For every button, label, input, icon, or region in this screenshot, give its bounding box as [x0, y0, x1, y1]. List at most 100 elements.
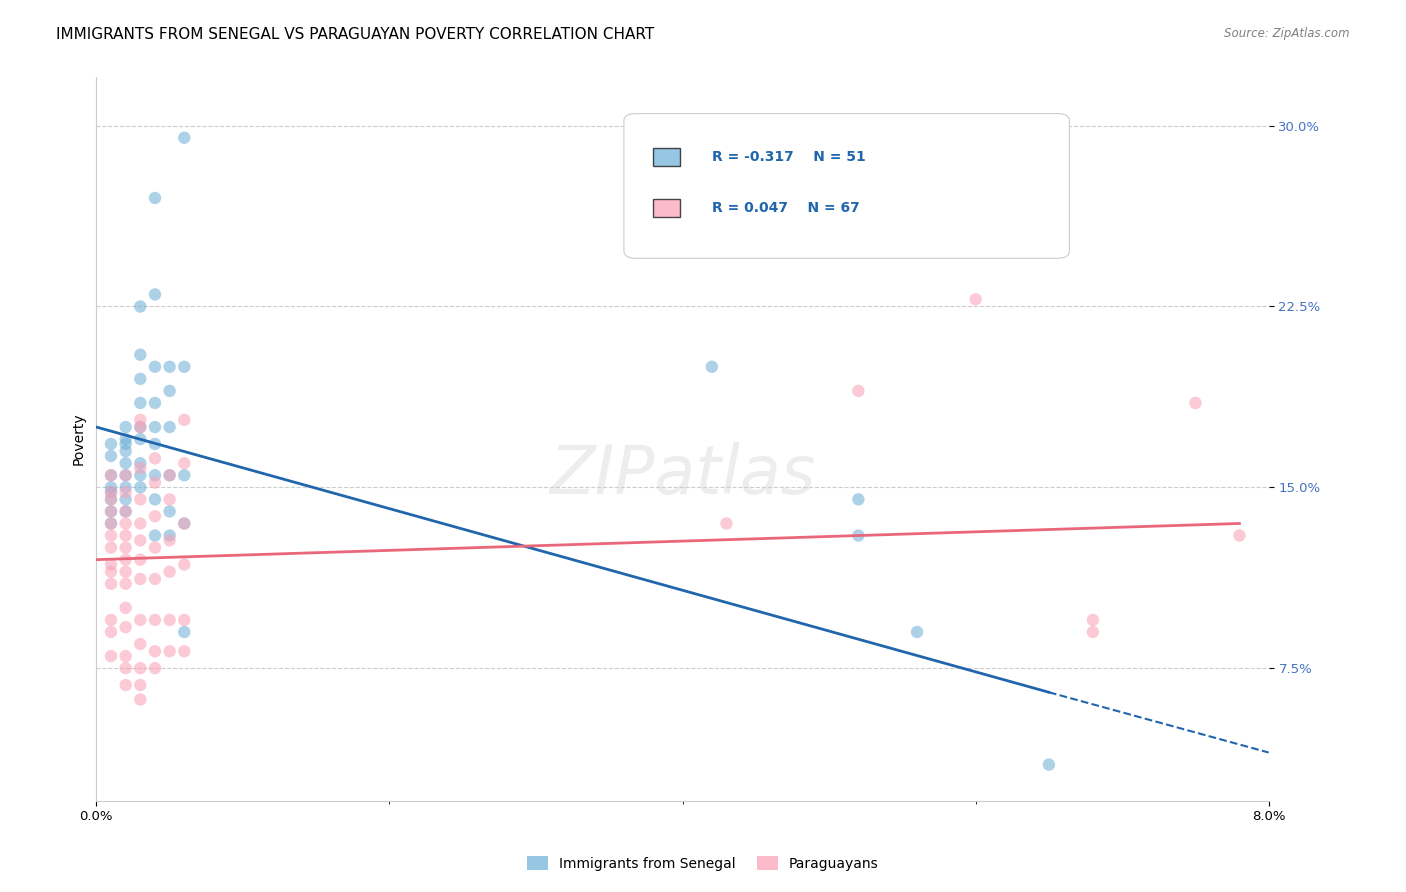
FancyBboxPatch shape — [624, 113, 1070, 259]
Point — [114, 678, 136, 692]
Point — [129, 456, 152, 470]
Point — [1081, 613, 1104, 627]
Point — [114, 432, 136, 446]
Point — [100, 528, 122, 542]
Point — [143, 492, 166, 507]
Point — [173, 468, 195, 483]
Point — [100, 504, 122, 518]
Point — [173, 558, 195, 572]
Point — [100, 558, 122, 572]
Point — [173, 644, 195, 658]
Point — [114, 620, 136, 634]
Point — [114, 468, 136, 483]
FancyBboxPatch shape — [654, 199, 679, 217]
Point — [114, 504, 136, 518]
Point — [159, 613, 181, 627]
Point — [114, 516, 136, 531]
Point — [143, 396, 166, 410]
Point — [129, 432, 152, 446]
Point — [143, 451, 166, 466]
Point — [114, 456, 136, 470]
Point — [129, 613, 152, 627]
Point — [114, 661, 136, 675]
Point — [143, 509, 166, 524]
Point — [100, 541, 122, 555]
Point — [159, 468, 181, 483]
Point — [159, 359, 181, 374]
Point — [129, 516, 152, 531]
Text: Source: ZipAtlas.com: Source: ZipAtlas.com — [1225, 27, 1350, 40]
Text: R = 0.047    N = 67: R = 0.047 N = 67 — [711, 201, 859, 215]
Point — [100, 468, 122, 483]
Point — [114, 420, 136, 434]
Point — [114, 437, 136, 451]
Point — [100, 504, 122, 518]
Point — [114, 485, 136, 500]
Point — [114, 541, 136, 555]
Point — [848, 528, 870, 542]
Point — [129, 461, 152, 475]
Point — [129, 413, 152, 427]
Point — [143, 359, 166, 374]
Point — [143, 468, 166, 483]
Point — [100, 492, 122, 507]
Y-axis label: Poverty: Poverty — [72, 413, 86, 466]
Point — [129, 372, 152, 386]
Point — [129, 396, 152, 410]
Point — [100, 576, 122, 591]
Point — [114, 576, 136, 591]
Point — [143, 437, 166, 451]
Point — [716, 516, 738, 531]
Point — [1081, 625, 1104, 640]
Point — [173, 130, 195, 145]
Point — [129, 420, 152, 434]
Point — [114, 468, 136, 483]
Point — [143, 644, 166, 658]
Point — [114, 552, 136, 566]
Point — [905, 625, 928, 640]
Text: ZIPatlas: ZIPatlas — [550, 442, 815, 508]
Point — [143, 475, 166, 490]
Point — [129, 661, 152, 675]
Point — [114, 504, 136, 518]
Point — [848, 384, 870, 398]
Point — [159, 420, 181, 434]
Point — [129, 552, 152, 566]
Point — [100, 485, 122, 500]
Point — [143, 191, 166, 205]
Legend: Immigrants from Senegal, Paraguayans: Immigrants from Senegal, Paraguayans — [522, 850, 884, 876]
Point — [100, 492, 122, 507]
Point — [129, 348, 152, 362]
Point — [1229, 528, 1251, 542]
Point — [143, 572, 166, 586]
Point — [114, 565, 136, 579]
Point — [100, 480, 122, 494]
Point — [173, 625, 195, 640]
Point — [1184, 396, 1206, 410]
Point — [100, 485, 122, 500]
Point — [143, 528, 166, 542]
Point — [129, 572, 152, 586]
Point — [100, 468, 122, 483]
Point — [129, 678, 152, 692]
Point — [100, 625, 122, 640]
Point — [129, 692, 152, 706]
Point — [114, 492, 136, 507]
Point — [143, 541, 166, 555]
Point — [1038, 757, 1060, 772]
Point — [965, 292, 987, 306]
Point — [100, 565, 122, 579]
Point — [114, 480, 136, 494]
Point — [129, 533, 152, 548]
Point — [143, 420, 166, 434]
Point — [143, 287, 166, 301]
FancyBboxPatch shape — [654, 148, 679, 166]
Point — [114, 600, 136, 615]
Point — [159, 384, 181, 398]
Point — [143, 613, 166, 627]
Point — [173, 516, 195, 531]
Point — [100, 649, 122, 664]
Point — [173, 516, 195, 531]
Point — [173, 456, 195, 470]
Point — [129, 300, 152, 314]
